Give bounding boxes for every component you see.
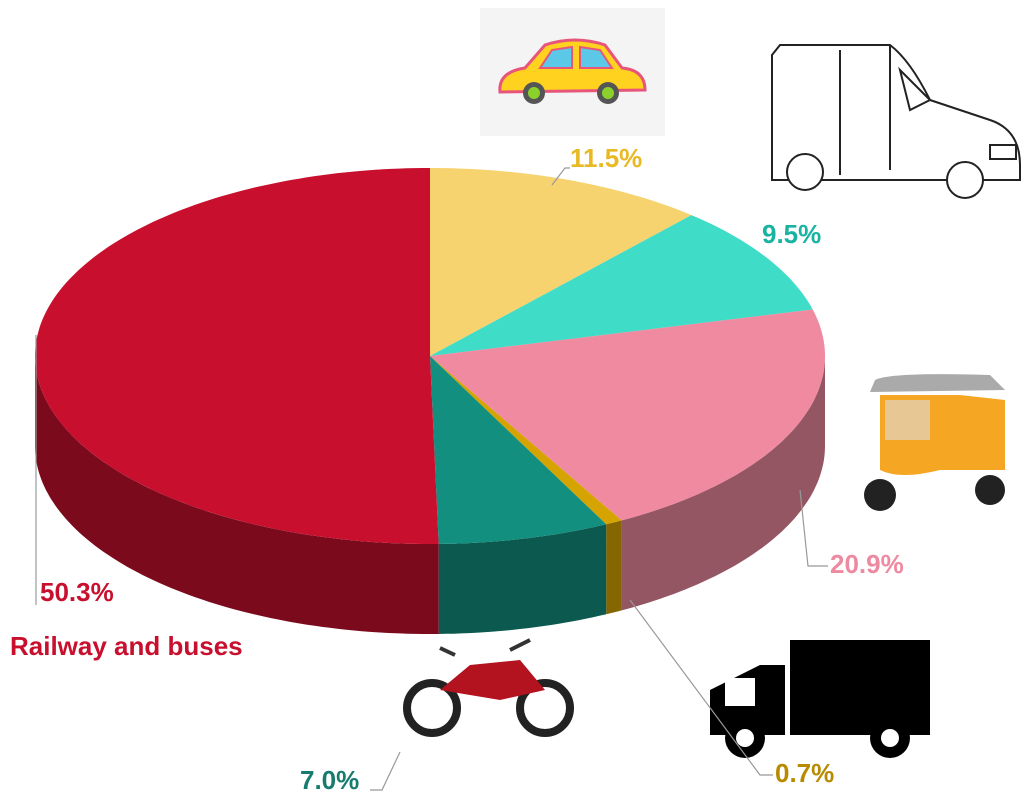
leader-line (799, 489, 828, 567)
value-label: 9.5% (762, 219, 821, 249)
slice-side (35, 356, 439, 634)
value-label: 20.9% (830, 549, 904, 579)
labels: 11.5% 9.5% 20.9% 0.7% 7.0% 50.3% Railway and b… (10, 143, 904, 795)
slice-tops (35, 168, 825, 544)
category-label: Railway and buses (10, 631, 243, 661)
value-label: 50.3% (40, 577, 114, 607)
slice (35, 168, 439, 544)
slice-side (438, 524, 607, 634)
value-label: 7.0% (300, 765, 359, 795)
car-icon (480, 8, 665, 136)
leader-line (629, 599, 773, 776)
truck-icon (710, 640, 930, 758)
van-icon (771, 44, 1021, 199)
leader-line (551, 167, 570, 186)
value-label: 0.7% (775, 758, 834, 788)
slice-side (606, 520, 622, 615)
slice (430, 356, 607, 544)
slice (430, 356, 622, 525)
slice (430, 309, 825, 521)
slice-side (621, 356, 825, 611)
motorcycle-icon (403, 638, 574, 737)
slice (430, 168, 692, 356)
tuktuk-icon (864, 374, 1005, 511)
slice-sides (35, 356, 825, 634)
icons (403, 8, 1021, 758)
slice (430, 215, 813, 356)
value-label: 11.5% (570, 143, 642, 173)
leader-line (370, 751, 401, 791)
